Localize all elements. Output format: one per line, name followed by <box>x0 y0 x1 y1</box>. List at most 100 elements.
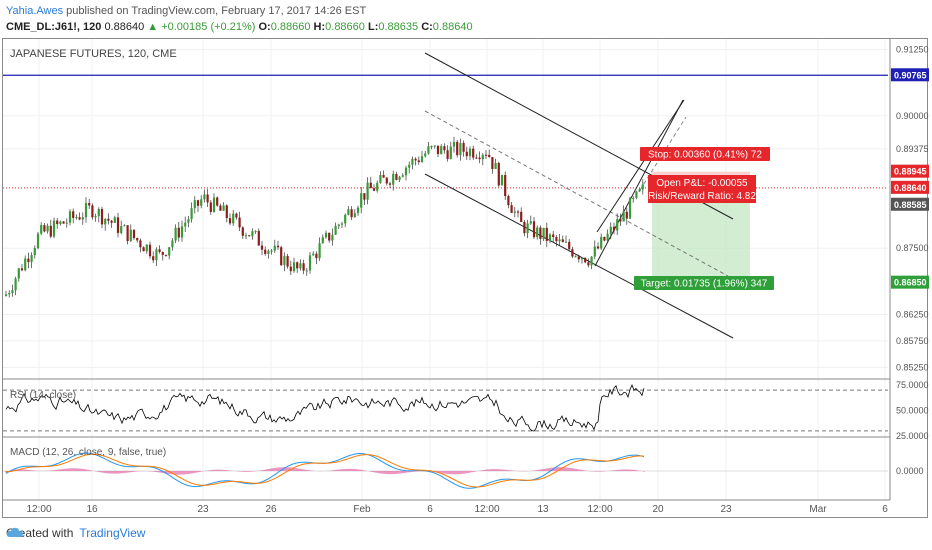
candle-down <box>161 251 164 255</box>
candle-up <box>337 224 340 226</box>
candle-up <box>184 222 187 227</box>
candle-down <box>238 217 241 228</box>
tradingview-link[interactable]: TradingView <box>79 526 146 540</box>
candle-up <box>171 240 174 248</box>
candle-up <box>270 250 273 252</box>
candle-down <box>520 211 523 222</box>
candle-up <box>564 241 568 243</box>
candle-up <box>452 141 456 147</box>
candle-down <box>241 227 244 236</box>
candle-up <box>187 219 190 223</box>
low-value: 0.88635 <box>378 21 419 33</box>
candle-down <box>88 203 91 206</box>
candle-up <box>433 145 436 147</box>
candle-down <box>625 211 628 219</box>
candle-down <box>577 256 580 260</box>
price-tick-label: 0.85750 <box>896 336 929 346</box>
price-tick-label: 0.91250 <box>896 45 929 55</box>
symbol-label[interactable]: CME_DL:J61!, 120 <box>6 21 102 33</box>
candle-down <box>523 221 526 234</box>
candle-up <box>33 248 36 256</box>
candle-up <box>81 217 84 220</box>
candle-down <box>164 254 168 256</box>
candle-up <box>120 226 123 233</box>
last-price: 0.88640 <box>104 21 145 33</box>
open-label: O: <box>258 21 271 33</box>
price-tag-label: 0.88945 <box>894 167 927 177</box>
candle-down <box>456 141 459 156</box>
candle-down <box>260 245 264 250</box>
candle-down <box>139 240 142 248</box>
candle-up <box>318 243 321 259</box>
price-tick-label: 0.90000 <box>896 111 929 121</box>
candle-down <box>510 205 513 213</box>
candle-down <box>302 263 305 271</box>
candle-down <box>587 262 590 266</box>
open-value: 0.88660 <box>270 21 311 33</box>
tradingview-logo-icon <box>6 527 24 537</box>
candle-up <box>420 156 424 163</box>
candle-down <box>100 208 104 225</box>
candle-up <box>590 256 593 266</box>
candle-down <box>158 249 161 252</box>
price-tag-label: 0.86850 <box>894 278 927 288</box>
time-tick-label: 26 <box>265 504 277 515</box>
price-tag-label: 0.88640 <box>894 183 927 193</box>
stop-label-bg <box>640 147 770 161</box>
candle-down <box>62 221 65 224</box>
candle-down <box>177 227 180 238</box>
candle-up <box>513 211 516 213</box>
grid-lines <box>3 39 888 500</box>
candle-up <box>68 211 72 223</box>
price-tag-bg <box>891 164 929 178</box>
candle-up <box>334 225 337 235</box>
candle-down <box>532 221 536 238</box>
candle-down <box>286 256 289 267</box>
price-tag-label: 0.88585 <box>894 200 927 210</box>
candle-up <box>40 225 43 234</box>
candle-down <box>280 247 283 266</box>
candle-up <box>376 182 379 191</box>
candle-up <box>340 223 344 225</box>
candle-up <box>622 211 625 222</box>
time-tick-label: 23 <box>197 504 209 515</box>
candle-down <box>276 245 280 248</box>
candle-down <box>363 193 366 200</box>
candle-up <box>401 175 404 177</box>
target-label: Target: 0.01735 (1.96%) 347 <box>641 279 768 290</box>
time-tick-label: 6 <box>882 504 888 515</box>
price-tick-label: 0.89375 <box>896 144 929 154</box>
header-bar: Yahia.Awes published on TradingView.com,… <box>0 0 932 38</box>
candle-up <box>4 294 8 296</box>
risk-reward-label: Risk/Reward Ratio: 4.82 <box>648 191 756 202</box>
candle-up <box>283 256 286 266</box>
stop-label: Stop: 0.00360 (0.41%) 72 <box>648 150 762 161</box>
candle-down <box>619 219 622 222</box>
candle-down <box>446 150 449 159</box>
candle-down <box>43 225 46 232</box>
candle-down <box>472 148 475 158</box>
time-tick-label: 23 <box>720 504 732 515</box>
candle-up <box>600 236 603 249</box>
author-link[interactable]: Yahia.Awes <box>6 5 64 17</box>
candle-up <box>203 194 206 200</box>
candle-down <box>504 174 507 197</box>
candle-up <box>404 167 408 176</box>
candle-down <box>148 244 152 257</box>
candle-down <box>369 182 372 189</box>
candle-up <box>65 222 68 224</box>
chart-svg[interactable]: JAPANESE FUTURES, 120, CME RSI (14, close… <box>0 0 932 520</box>
candle-down <box>107 218 110 221</box>
candle-down <box>235 213 238 218</box>
target-label-bg <box>634 276 774 290</box>
candle-up <box>46 225 49 232</box>
candle-up <box>222 205 225 211</box>
candle-up <box>529 221 532 224</box>
low-label: L: <box>367 21 379 33</box>
candle-down <box>142 247 145 252</box>
candle-down <box>209 202 212 212</box>
candle-up <box>548 234 552 241</box>
candle-up <box>299 263 302 269</box>
candle-down <box>264 249 267 254</box>
candle-down <box>443 146 446 151</box>
